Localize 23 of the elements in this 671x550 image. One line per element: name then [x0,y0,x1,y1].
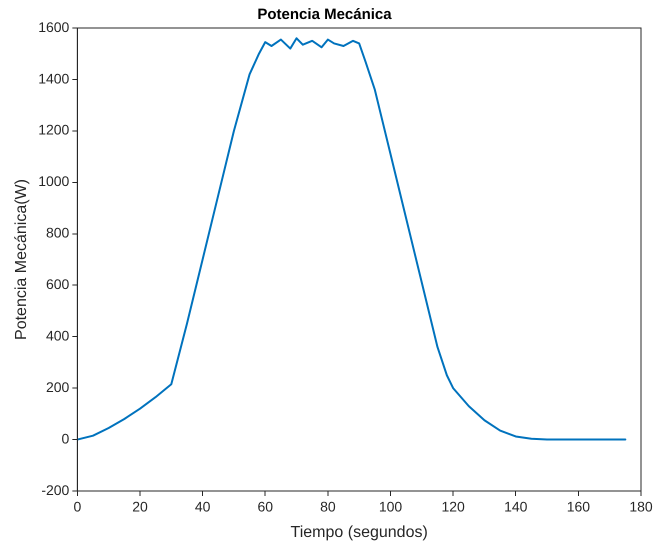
x-tick-label: 20 [132,498,148,514]
y-tick-label: 200 [46,378,70,395]
x-tick-label: 100 [378,498,402,514]
x-tick-label: 180 [629,498,653,514]
x-tick-label: 160 [566,498,590,514]
y-axis-title: Potencia Mecánica(W) [13,179,30,340]
x-tick-label: 120 [441,498,466,514]
y-tick-label: 800 [46,224,70,241]
chart-title: Potencia Mecánica [257,6,392,24]
x-axis-title: Tiempo (segundos) [290,524,428,541]
y-tick-label: 1000 [38,173,70,190]
x-tick-label: 40 [194,498,211,514]
x-tick-label: 80 [320,498,336,514]
y-tick-label: 1400 [38,70,70,86]
y-tick-label: 1200 [38,122,70,138]
x-tick-label: 60 [257,498,274,514]
y-tick-label: 0 [62,430,70,446]
y-tick-label: 1600 [38,18,70,35]
y-tick-label: 400 [46,328,70,344]
x-tick-label: 140 [504,498,528,514]
x-tick-label: 0 [73,498,82,514]
y-tick-label: 600 [46,276,70,292]
y-tick-label: -200 [41,482,70,498]
